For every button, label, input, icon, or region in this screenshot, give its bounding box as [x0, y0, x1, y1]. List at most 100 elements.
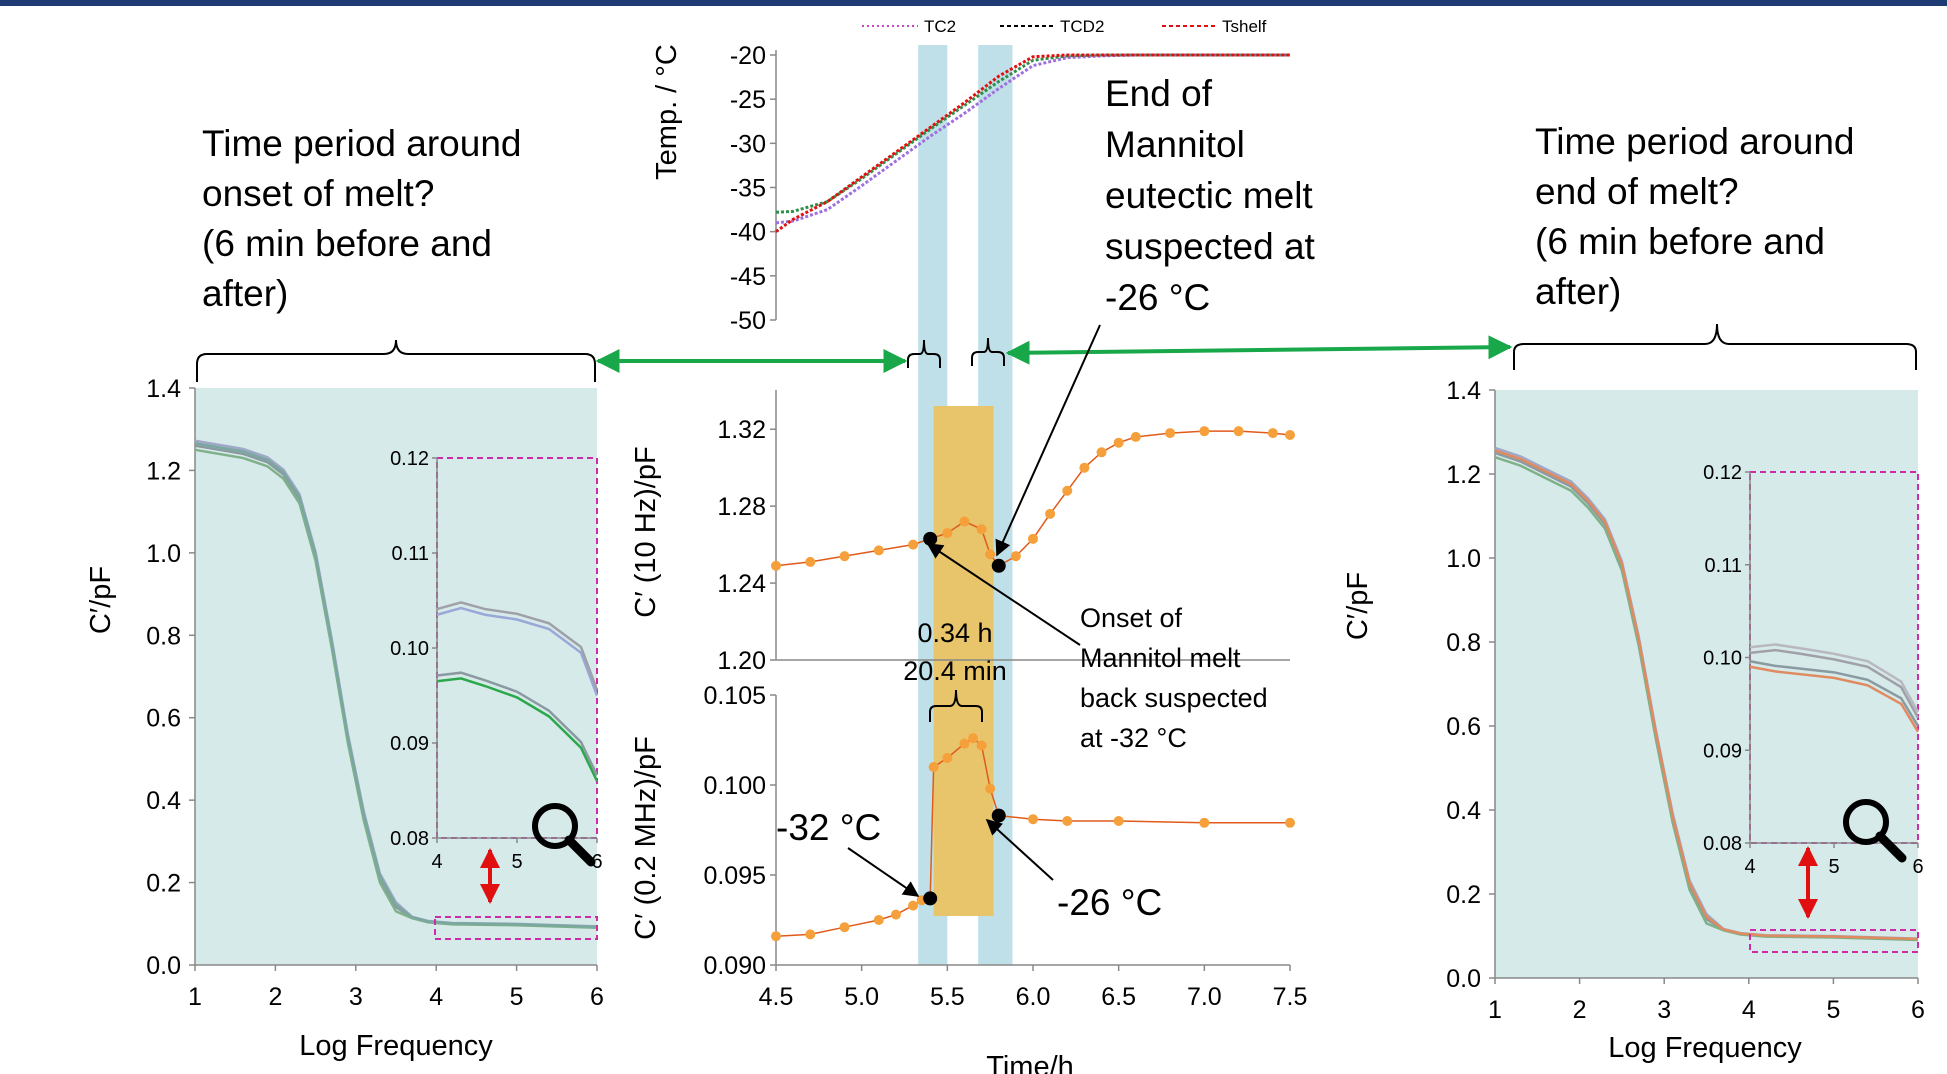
right-x-tick-label: 4: [1742, 996, 1756, 1024]
svg-text:after): after): [1535, 271, 1621, 312]
cprime-10hz-point: [1199, 426, 1210, 437]
temperature-legend: TC2 TCD2 Tshelf: [862, 17, 1267, 36]
cprime-10hz-point: [873, 545, 884, 556]
cprime-0p2mhz-point: [985, 783, 996, 794]
minus32-label: -32 °C: [776, 807, 881, 848]
cprime-0p2mhz-point: [908, 900, 919, 911]
left-inset-curve: [436, 601, 599, 691]
right-x-tick-label: 2: [1573, 996, 1587, 1024]
temperature-y-tick-label: -50: [730, 307, 766, 335]
temperature-y-tick-label: -35: [730, 175, 766, 203]
cprime-0p2mhz-marker: [923, 891, 938, 906]
left-y-tick-label: 1.4: [146, 375, 181, 403]
magnifier-icon: [532, 803, 596, 867]
cprime-points: [771, 426, 1295, 942]
left-x-tick-label: 3: [349, 983, 363, 1011]
left-x-tick-label: 2: [268, 983, 282, 1011]
right-inset-y-tick-label: 0.09: [1703, 740, 1742, 762]
svg-text:Time period around: Time period around: [202, 123, 521, 164]
cprime-10hz-y-tick-label: 1.32: [717, 416, 766, 444]
right-x-tick-label: 1: [1488, 996, 1502, 1024]
legend-tc2: TC2: [924, 17, 956, 36]
temperature-axes: -20 -25 -30 -35 -40 -45 -50: [730, 42, 777, 335]
svg-text:Mannitol: Mannitol: [1105, 124, 1245, 165]
cprime-axes: 1.32 1.28 1.24 1.20 0.105 0.100 0.095 0.090 4.5 5…: [703, 390, 1307, 1011]
temperature-ylabel: Temp. / °C: [651, 44, 683, 180]
right-inset-x-tick-label: 4: [1744, 856, 1755, 878]
left-bracket: [196, 339, 596, 382]
cprime-0p2mhz-point: [890, 909, 901, 920]
left-main-curve: [194, 441, 598, 928]
cprime-10hz-point: [1113, 437, 1124, 448]
left-inset: 0.12 0.11 0.10 0.09 0.084 5 6: [390, 448, 603, 873]
right-inset-curve: [1749, 643, 1920, 713]
left-inset-y-tick-label: 0.12: [390, 448, 429, 470]
right-main-curves: [1494, 446, 1919, 942]
left-y-tick-label: 0.6: [146, 705, 181, 733]
cprime-10hz-point: [1062, 485, 1073, 496]
svg-text:after): after): [202, 273, 288, 314]
end-melt-arrow: [995, 324, 1101, 557]
svg-text:Onset of: Onset of: [1080, 603, 1183, 633]
top-bar: [0, 0, 1947, 6]
cprime-0p2mhz-y-tick-label: 0.105: [703, 682, 766, 710]
right-x-tick-label: 5: [1826, 996, 1840, 1024]
right-y-tick-label: 0.4: [1446, 797, 1481, 825]
left-inset-curve: [436, 677, 599, 782]
cprime-10hz-point: [1096, 447, 1107, 458]
svg-text:onset of melt?: onset of melt?: [202, 173, 434, 214]
cprime-10hz-point: [959, 516, 970, 527]
cprime-10hz-point: [908, 539, 919, 550]
right-inset-curve: [1749, 665, 1920, 733]
svg-text:Time period around: Time period around: [1535, 121, 1854, 162]
cprime-10hz-point: [839, 551, 850, 562]
cprime-10hz-point: [985, 549, 996, 560]
cprime-0p2mhz-y-tick-label: 0.095: [703, 862, 766, 890]
left-y-tick-label: 1.0: [146, 540, 181, 568]
temperature-y-tick-label: -40: [730, 219, 766, 247]
left-x-tick-label: 6: [590, 983, 604, 1011]
left-main-curves: [194, 439, 598, 929]
left-inset-x-tick-label: 6: [591, 851, 602, 873]
series-tshelf: [775, 53, 1290, 233]
cprime-10hz-point: [1285, 430, 1295, 440]
small-bracket-1: [907, 339, 941, 368]
svg-text:back suspected: back suspected: [1080, 683, 1268, 713]
svg-text:at -32 °C: at -32 °C: [1080, 723, 1187, 753]
right-inset-x-tick-label: 5: [1828, 856, 1839, 878]
right-y-tick-label: 1.2: [1446, 461, 1481, 489]
left-plot-background: [195, 388, 597, 965]
left-y-tick-label: 0.0: [146, 952, 181, 980]
left-inset-x-tick-label: 5: [511, 851, 522, 873]
right-inset-y-tick-label: 0.12: [1703, 462, 1742, 484]
cprime-10hz-marker: [991, 558, 1006, 573]
cprime-0p2mhz-marker: [991, 808, 1006, 823]
small-bracket-2: [971, 337, 1005, 366]
left-inset-y-tick-label: 0.09: [390, 733, 429, 755]
left-x-tick-label: 4: [429, 983, 443, 1011]
cprime-10hz-marker: [923, 531, 938, 546]
left-axes: 1.4 1.2 1.0 0.8 0.6 0.4 0.2 0.01 2 3 4 5 6: [146, 375, 604, 1011]
svg-text:0.34 h: 0.34 h: [917, 618, 992, 648]
svg-text:(6 min before and: (6 min before and: [1535, 221, 1825, 262]
time-x-tick-label: 7.0: [1187, 983, 1222, 1011]
left-y-tick-label: 0.4: [146, 787, 181, 815]
cprime-bands: [933, 406, 994, 916]
right-inset-y-tick-label: 0.08: [1703, 833, 1742, 855]
cprime-10hz-point: [1130, 431, 1141, 442]
magnifier-icon: [1843, 799, 1907, 863]
left-question-text: Time period around onset of melt? (6 min…: [202, 123, 521, 314]
time-x-tick-label: 6.0: [1016, 983, 1051, 1011]
left-inset-y-tick-label: 0.08: [390, 828, 429, 850]
cprime-0p2mhz-y-tick-label: 0.100: [703, 772, 766, 800]
cprime-0p2mhz-point: [959, 738, 970, 749]
left-x-tick-label: 1: [188, 983, 202, 1011]
left-inset-curve: [436, 606, 599, 696]
temperature-y-tick-label: -20: [730, 42, 766, 70]
legend-tshelf: Tshelf: [1222, 17, 1267, 36]
cprime-10hz-point: [976, 524, 987, 535]
svg-text:End of: End of: [1105, 73, 1213, 114]
cprime-10hz-point: [771, 560, 781, 571]
left-panel: 1.41.21.00.80.60.40.20.01 2 3 4 5 6 0.120.110…: [85, 375, 604, 1062]
